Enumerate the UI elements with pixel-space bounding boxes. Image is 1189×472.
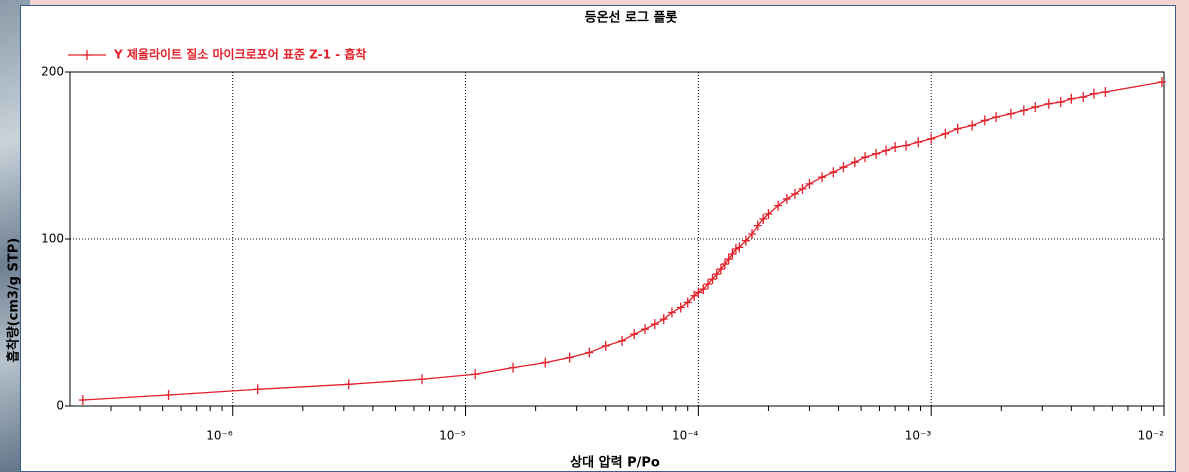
data-marker <box>861 152 869 162</box>
data-marker <box>1067 94 1075 104</box>
data-marker <box>585 348 593 358</box>
x-tick-label: 10⁻⁶ <box>206 429 233 443</box>
x-tick-label: 10⁻³ <box>905 429 932 443</box>
series-line <box>83 82 1162 400</box>
data-marker <box>968 120 976 130</box>
data-marker <box>902 140 910 150</box>
data-marker <box>1020 105 1028 115</box>
data-marker <box>677 302 685 312</box>
data-marker <box>602 341 610 351</box>
data-marker <box>891 142 899 152</box>
data-marker <box>783 194 791 204</box>
data-marker <box>1057 97 1065 107</box>
data-marker <box>630 329 638 339</box>
data-marker <box>882 145 890 155</box>
data-marker <box>566 353 574 363</box>
data-marker <box>651 319 659 329</box>
data-marker <box>1158 77 1166 87</box>
data-marker <box>992 112 1000 122</box>
data-marker <box>829 167 837 177</box>
x-axis-label: 상대 압력 P/Po <box>570 456 660 471</box>
data-marker <box>805 179 813 189</box>
data-marker <box>1090 89 1098 99</box>
page: 등온선 로그 플롯 상대 압력 P/Po 흡착량(cm3/g STP) 0 100… <box>0 0 1189 472</box>
data-marker <box>914 137 922 147</box>
y-axis-label: 흡착량(cm3/g STP) <box>6 238 22 362</box>
chart-title: 등온선 로그 플롯 <box>585 10 678 26</box>
data-marker <box>641 324 649 334</box>
data-marker <box>981 115 989 125</box>
data-marker <box>471 369 479 379</box>
data-marker <box>1031 102 1039 112</box>
data-marker <box>954 124 962 134</box>
y-tick-label: 200 <box>41 65 64 79</box>
data-marker <box>941 129 949 139</box>
data-marker <box>851 157 859 167</box>
data-marker <box>618 336 626 346</box>
data-marker <box>839 162 847 172</box>
data-marker <box>165 390 173 400</box>
data-marker <box>798 184 806 194</box>
data-marker <box>1101 87 1109 97</box>
legend-label: Y 제올라이트 질소 마이크로포어 표준 Z-1 - 흡착 <box>113 47 366 62</box>
data-marker <box>509 363 517 373</box>
y-tick-label: 100 <box>41 232 64 246</box>
chart: 등온선 로그 플롯 상대 압력 P/Po 흡착량(cm3/g STP) 0 100… <box>0 0 1189 472</box>
legend-marker <box>83 50 91 60</box>
data-marker <box>660 314 668 324</box>
x-tick-label: 10⁻⁴ <box>672 429 699 443</box>
data-marker <box>1045 99 1053 109</box>
data-marker <box>818 172 826 182</box>
data-marker <box>418 374 426 384</box>
data-marker <box>872 149 880 159</box>
data-marker <box>1079 92 1087 102</box>
data-marker <box>927 134 935 144</box>
data-marker <box>774 201 782 211</box>
x-tick-label: 10⁻² <box>1138 429 1165 443</box>
y-tick-label: 0 <box>56 399 64 413</box>
data-marker <box>541 358 549 368</box>
x-tick-label: 10⁻⁵ <box>439 429 466 443</box>
data-marker <box>345 379 353 389</box>
data-marker <box>79 395 87 405</box>
data-marker <box>254 384 262 394</box>
data-marker <box>1007 109 1015 119</box>
data-marker <box>791 189 799 199</box>
data-marker <box>668 307 676 317</box>
